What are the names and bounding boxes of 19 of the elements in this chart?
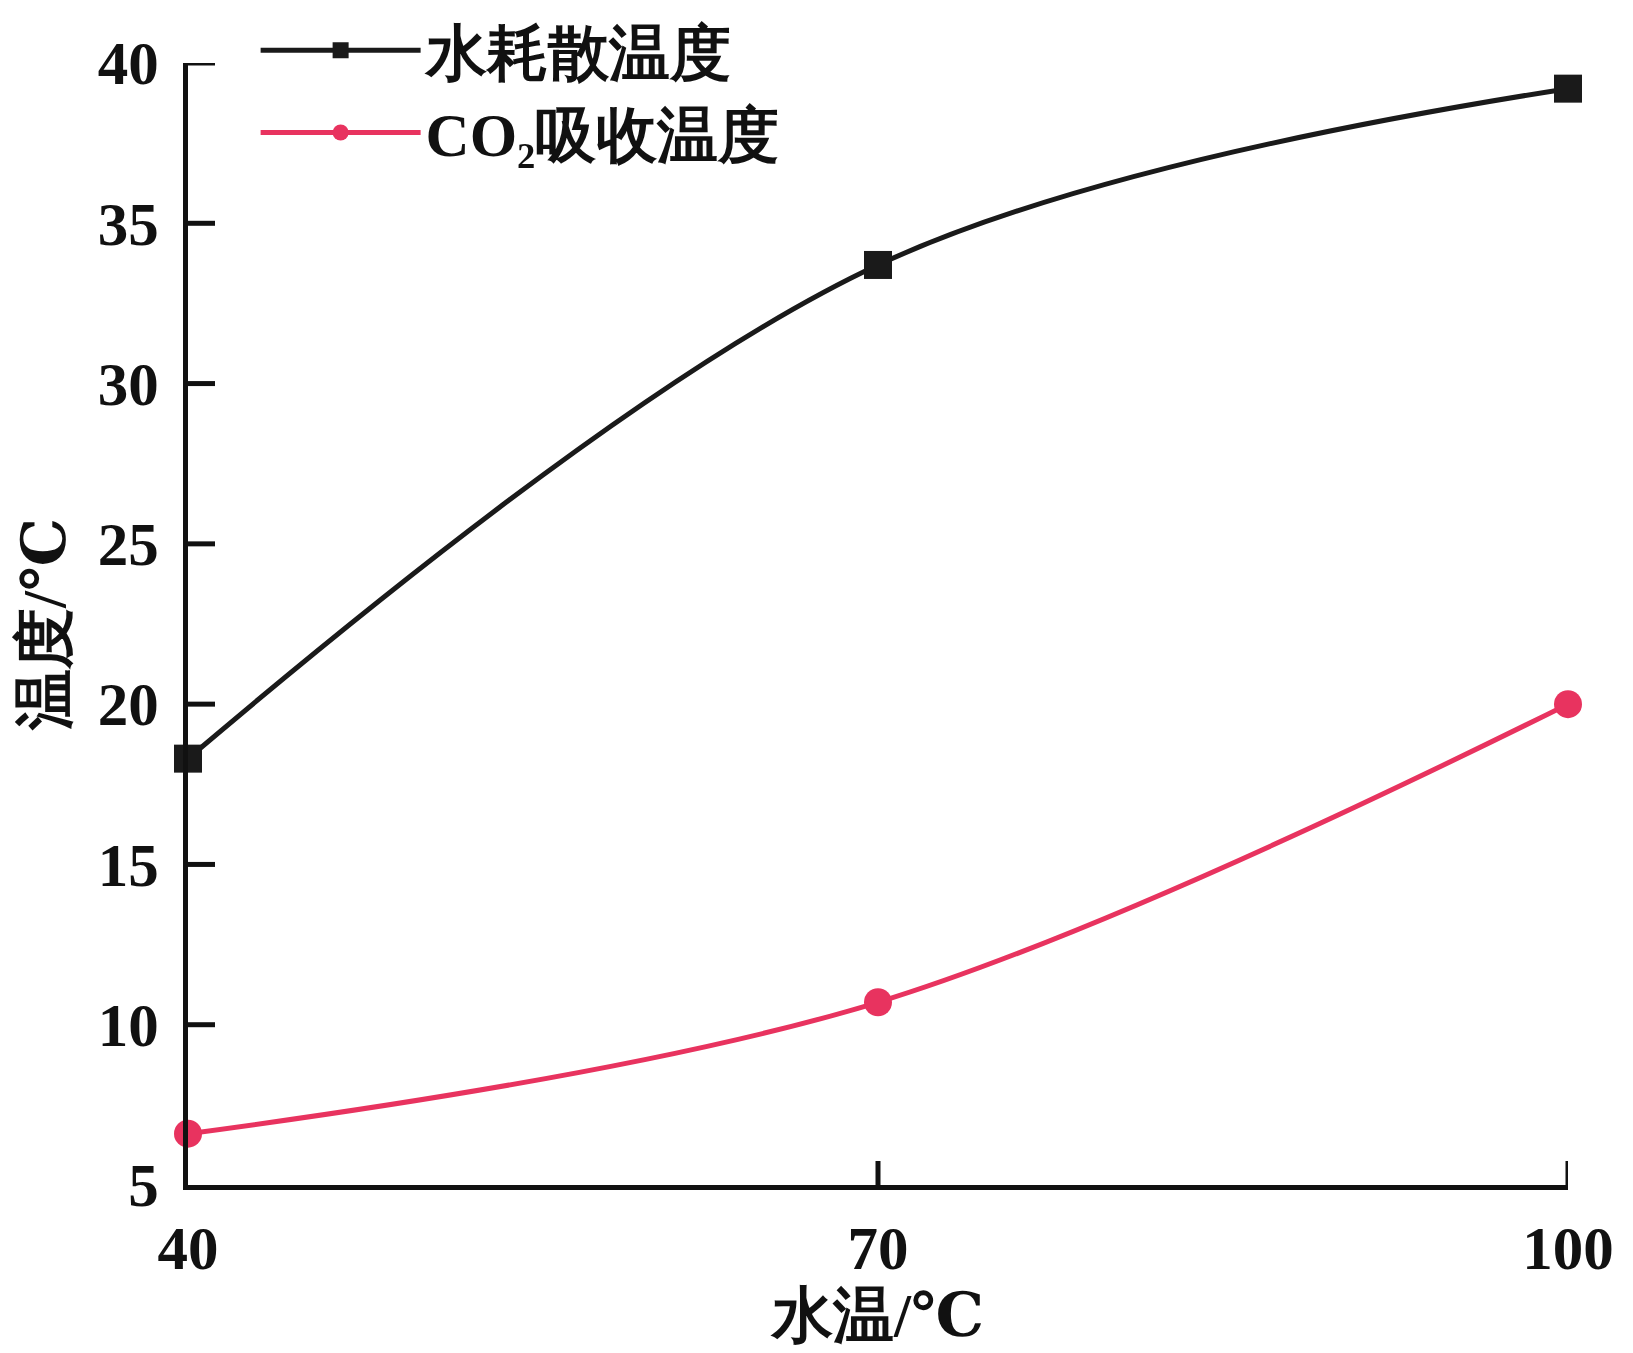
y-tick-label: 35 <box>97 190 159 258</box>
y-tick-label: 5 <box>128 1152 159 1220</box>
legend-label: 水耗散温度 <box>423 20 731 87</box>
y-tick-label: 40 <box>97 30 159 98</box>
point <box>1554 74 1582 103</box>
x-axis-title: 水温/℃ <box>769 1282 985 1350</box>
x-tick-label: 40 <box>157 1215 219 1283</box>
y-tick-label: 30 <box>97 350 159 418</box>
y-tick-label: 20 <box>97 671 159 739</box>
point <box>1554 690 1582 719</box>
point <box>864 250 892 279</box>
y-tick-label: 25 <box>97 511 159 579</box>
x-tick-label: 100 <box>1522 1215 1614 1283</box>
y-tick-label: 15 <box>97 831 159 899</box>
y-axis-title: 温度/℃ <box>10 517 78 732</box>
point <box>864 988 892 1017</box>
legend-label: CO₂吸收温度 <box>425 102 780 170</box>
x-tick-label: 70 <box>847 1215 909 1283</box>
y-tick-label: 10 <box>97 992 159 1060</box>
